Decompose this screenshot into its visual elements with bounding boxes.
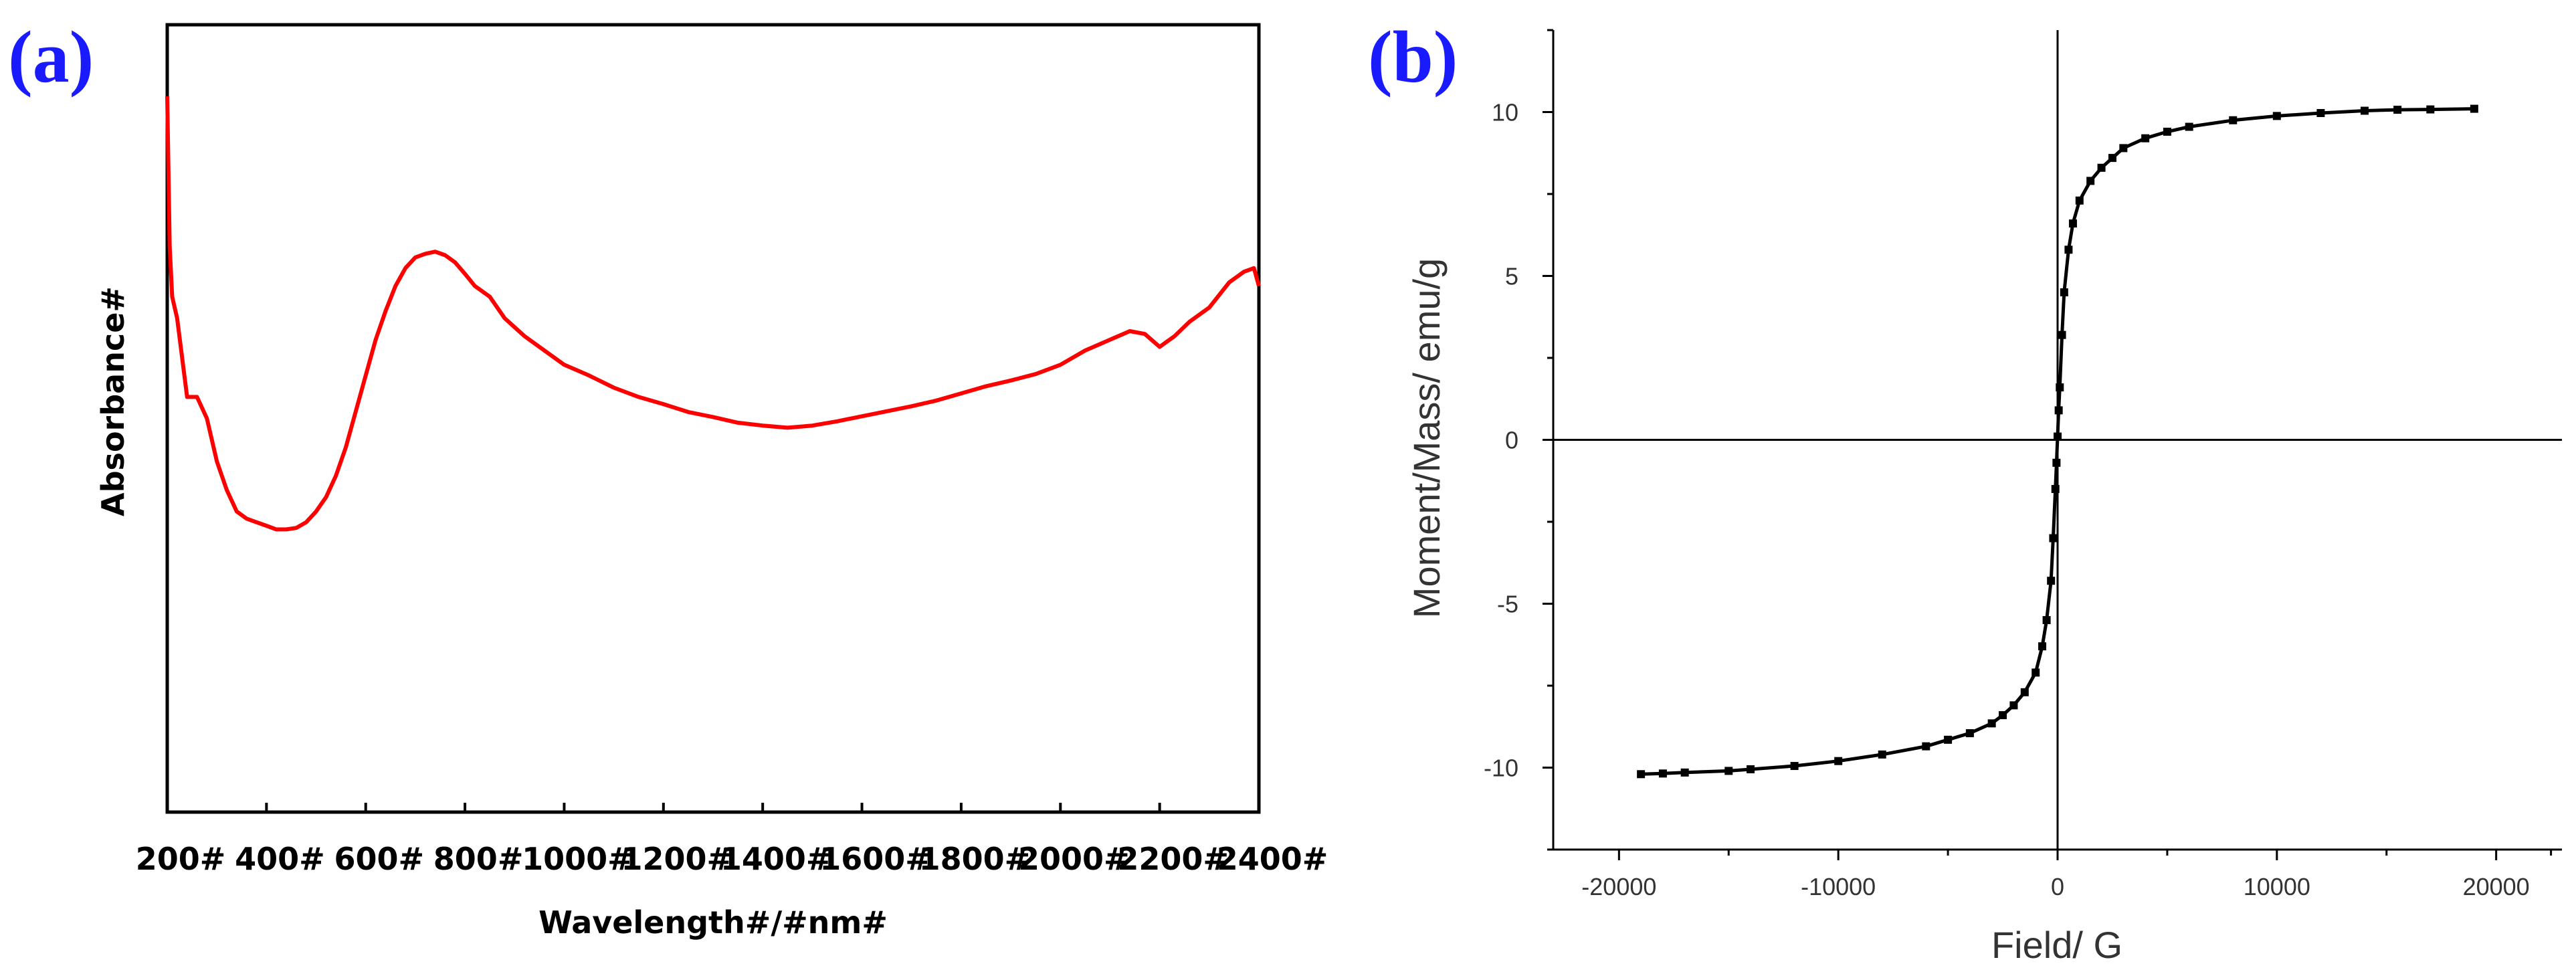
panel-b-data-point bbox=[2060, 288, 2068, 296]
panel-b-y-tick-label: 10 bbox=[1492, 99, 1518, 126]
panel-b-x-tick-label: 0 bbox=[2051, 873, 2064, 900]
panel-b-data-point bbox=[1658, 769, 1667, 778]
panel-b-data-point bbox=[2272, 112, 2281, 120]
panel-b-y-tick-label: -5 bbox=[1497, 591, 1518, 618]
panel-b-data-point bbox=[2049, 534, 2058, 543]
panel-b-data-point bbox=[2119, 144, 2128, 153]
panel-b-data-point bbox=[2052, 458, 2061, 467]
panel-b-data-point bbox=[1637, 770, 1646, 779]
panel-a-x-tick-label: 1400# bbox=[720, 841, 832, 877]
panel-b-data-point bbox=[2038, 642, 2047, 651]
panel-b: (b) -20000 -10000 0 10000 20000 -10 -5 0 5 10 Fi… bbox=[1368, 16, 2562, 966]
panel-b-data-point bbox=[2229, 116, 2238, 124]
panel-a: (a) 200# 400# 600# 800#1000#1200#1400#1600#… bbox=[8, 16, 1328, 941]
panel-b-x-tick-label: 20000 bbox=[2463, 873, 2530, 900]
panel-b-data-point bbox=[1987, 719, 1996, 728]
panel-a-y-axis-label: Absorbance# bbox=[95, 286, 131, 516]
panel-b-x-axis: -20000 -10000 0 10000 20000 bbox=[1581, 850, 2553, 900]
panel-b-y-tick-label: 5 bbox=[1505, 263, 1518, 290]
panel-b-data-point bbox=[1724, 767, 1733, 775]
panel-b-data-point bbox=[2141, 134, 2150, 142]
panel-b-data-point bbox=[2064, 246, 2073, 254]
panel-b-data-point bbox=[2086, 177, 2095, 185]
panel-b-y-tick-label: 0 bbox=[1505, 427, 1518, 454]
panel-b-data-point bbox=[1747, 765, 1755, 773]
panel-a-x-tick-label: 1000# bbox=[522, 841, 633, 877]
panel-label-a: (a) bbox=[8, 16, 94, 98]
panel-b-data-point bbox=[2056, 383, 2064, 392]
panel-b-data-point bbox=[1680, 768, 1689, 777]
panel-b-x-tick-label: -10000 bbox=[1801, 873, 1876, 900]
panel-a-x-tick-label: 2400# bbox=[1217, 841, 1328, 877]
panel-b-data-point bbox=[2054, 406, 2063, 415]
panel-a-x-tick-label: 400# bbox=[235, 841, 325, 877]
panel-b-y-tick-label: -10 bbox=[1484, 755, 1518, 782]
panel-b-data-point bbox=[2047, 577, 2056, 585]
panel-a-x-tick-label: 1800# bbox=[919, 841, 1031, 877]
panel-a-x-tick-label: 600# bbox=[334, 841, 424, 877]
panel-b-data-point bbox=[1922, 742, 1930, 751]
panel-b-y-axis: -10 -5 0 5 10 bbox=[1484, 29, 1553, 851]
panel-a-x-tick-label: 1600# bbox=[819, 841, 931, 877]
panel-a-absorbance-line bbox=[165, 96, 1261, 532]
panel-b-x-tick-label: 10000 bbox=[2244, 873, 2310, 900]
panel-a-x-axis: 200# 400# 600# 800#1000#1200#1400#1600#1800… bbox=[136, 803, 1328, 877]
panel-a-x-tick-label: 800# bbox=[433, 841, 524, 877]
panel-b-data-point bbox=[1878, 750, 1886, 759]
panel-b-markers bbox=[1637, 104, 2478, 779]
panel-b-data-point bbox=[2097, 163, 2106, 172]
panel-b-data-point bbox=[2054, 432, 2062, 441]
panel-b-data-point bbox=[2426, 105, 2435, 114]
panel-b-data-point bbox=[2068, 219, 2077, 228]
panel-b-data-point bbox=[2075, 196, 2084, 205]
panel-b-data-point bbox=[2163, 127, 2171, 136]
panel-a-x-axis-label: Wavelength#/#nm# bbox=[538, 904, 888, 941]
panel-b-data-point bbox=[2009, 701, 2018, 710]
panel-a-x-tick-label: 2200# bbox=[1117, 841, 1229, 877]
panel-b-data-point bbox=[2360, 106, 2369, 115]
panel-b-data-point bbox=[2058, 330, 2066, 339]
panel-a-x-tick-label: 2000# bbox=[1018, 841, 1130, 877]
panel-b-data-point bbox=[2042, 616, 2051, 624]
panel-b-data-point bbox=[1965, 729, 1974, 738]
panel-a-x-tick-label: 1200# bbox=[621, 841, 733, 877]
panel-b-data-point bbox=[2316, 108, 2325, 117]
panel-label-b: (b) bbox=[1368, 16, 1458, 98]
panel-b-data-point bbox=[2470, 104, 2478, 113]
panel-b-data-point bbox=[2051, 485, 2060, 493]
panel-a-plot-frame bbox=[165, 23, 1261, 814]
panel-b-data-point bbox=[1834, 757, 1843, 765]
panel-b-data-point bbox=[1790, 762, 1799, 771]
panel-b-data-point bbox=[2393, 106, 2402, 114]
panel-b-data-point bbox=[1999, 711, 2007, 720]
panel-b-data-point bbox=[2108, 154, 2116, 163]
panel-b-x-tick-label: -20000 bbox=[1581, 873, 1656, 900]
panel-b-data-point bbox=[2020, 688, 2029, 696]
panel-b-data-point bbox=[2185, 122, 2193, 131]
panel-b-data-point bbox=[2032, 668, 2040, 677]
panel-b-x-axis-label: Field/ G bbox=[1991, 924, 2122, 966]
panel-b-y-axis-label: Moment/Mass/ emu/g bbox=[1405, 258, 1448, 618]
panel-a-x-tick-label: 200# bbox=[136, 841, 226, 877]
panel-b-data-point bbox=[1944, 735, 1953, 744]
